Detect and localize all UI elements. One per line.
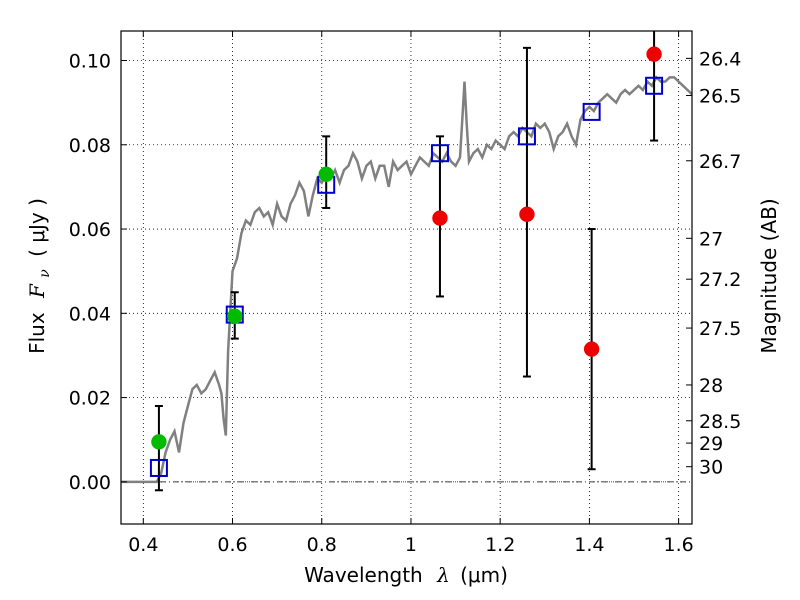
model-square-marker — [517, 127, 536, 146]
x-axis-label: Wavelength λ (μm) — [304, 563, 508, 587]
y-axis-label-unit: ( μJy ) — [25, 198, 49, 257]
magnitude-tick-label: 30 — [699, 457, 723, 479]
y-tick-label: 0.08 — [69, 135, 111, 157]
spectrum-line — [121, 75, 692, 484]
model-spectrum — [121, 75, 692, 484]
magnitude-tick-label: 27 — [699, 228, 723, 250]
red-data-point — [583, 341, 600, 357]
x-tick-label: 1.6 — [664, 534, 694, 556]
x-tick-label: 1.4 — [574, 534, 604, 556]
magnitude-tick-label: 28 — [699, 375, 723, 397]
y-tick-label: 0.04 — [69, 303, 111, 325]
axis-ticks: 0.4 0.6 0.8 1 1.2 1.4 1.6 0.00 0.02 0.04 0.06 0.08 0… — [69, 31, 741, 556]
observed-points — [151, 46, 662, 450]
model-square-marker — [149, 458, 168, 477]
red-data-point — [519, 206, 535, 223]
y-tick-label: 0.06 — [69, 219, 111, 241]
plot-frame — [120, 30, 693, 525]
red-data-point — [646, 46, 662, 62]
x-tick-label: 0.6 — [217, 534, 247, 556]
model-square-marker — [430, 144, 449, 163]
error-bars — [154, 31, 659, 492]
x-tick-label: 0.8 — [307, 534, 337, 556]
y-axis-label-subscript: ν — [37, 269, 53, 278]
x-tick-label: 1.2 — [485, 534, 515, 556]
magnitude-tick-label: 26.5 — [699, 85, 741, 107]
magnitude-tick-label: 29 — [699, 433, 723, 455]
model-square-marker — [582, 102, 601, 121]
y2-axis-label: Magnitude (AB) — [757, 198, 781, 353]
magnitude-tick-label: 26.7 — [699, 151, 741, 173]
magnitude-tick-label: 27.2 — [699, 269, 741, 291]
x-tick-label: 0.4 — [128, 534, 158, 556]
model-square-marker — [645, 76, 664, 95]
green-data-point — [151, 434, 167, 450]
green-data-point — [318, 166, 334, 183]
red-data-point — [432, 210, 448, 226]
magnitude-tick-label: 27.5 — [699, 318, 741, 340]
y-axis-label: Flux F ν ( μJy ) — [25, 198, 54, 354]
y-axis-label-text: Flux — [25, 312, 49, 354]
y-tick-label: 0.10 — [69, 50, 111, 72]
x-axis-label-unit: (μm) — [460, 563, 508, 587]
y-tick-label: 0.00 — [69, 472, 111, 494]
error-bar — [650, 31, 659, 142]
x-axis-label-symbol: λ — [436, 563, 450, 587]
magnitude-tick-label: 28.5 — [699, 411, 741, 433]
grid — [121, 31, 692, 524]
model-photometry-squares — [149, 76, 664, 477]
green-data-point — [227, 308, 243, 325]
y-axis-label-symbol: F — [25, 283, 49, 299]
x-tick-label: 1 — [405, 534, 417, 556]
magnitude-tick-label: 26.4 — [699, 48, 741, 70]
x-axis-label-text: Wavelength — [304, 563, 423, 587]
y-tick-label: 0.02 — [69, 388, 111, 410]
